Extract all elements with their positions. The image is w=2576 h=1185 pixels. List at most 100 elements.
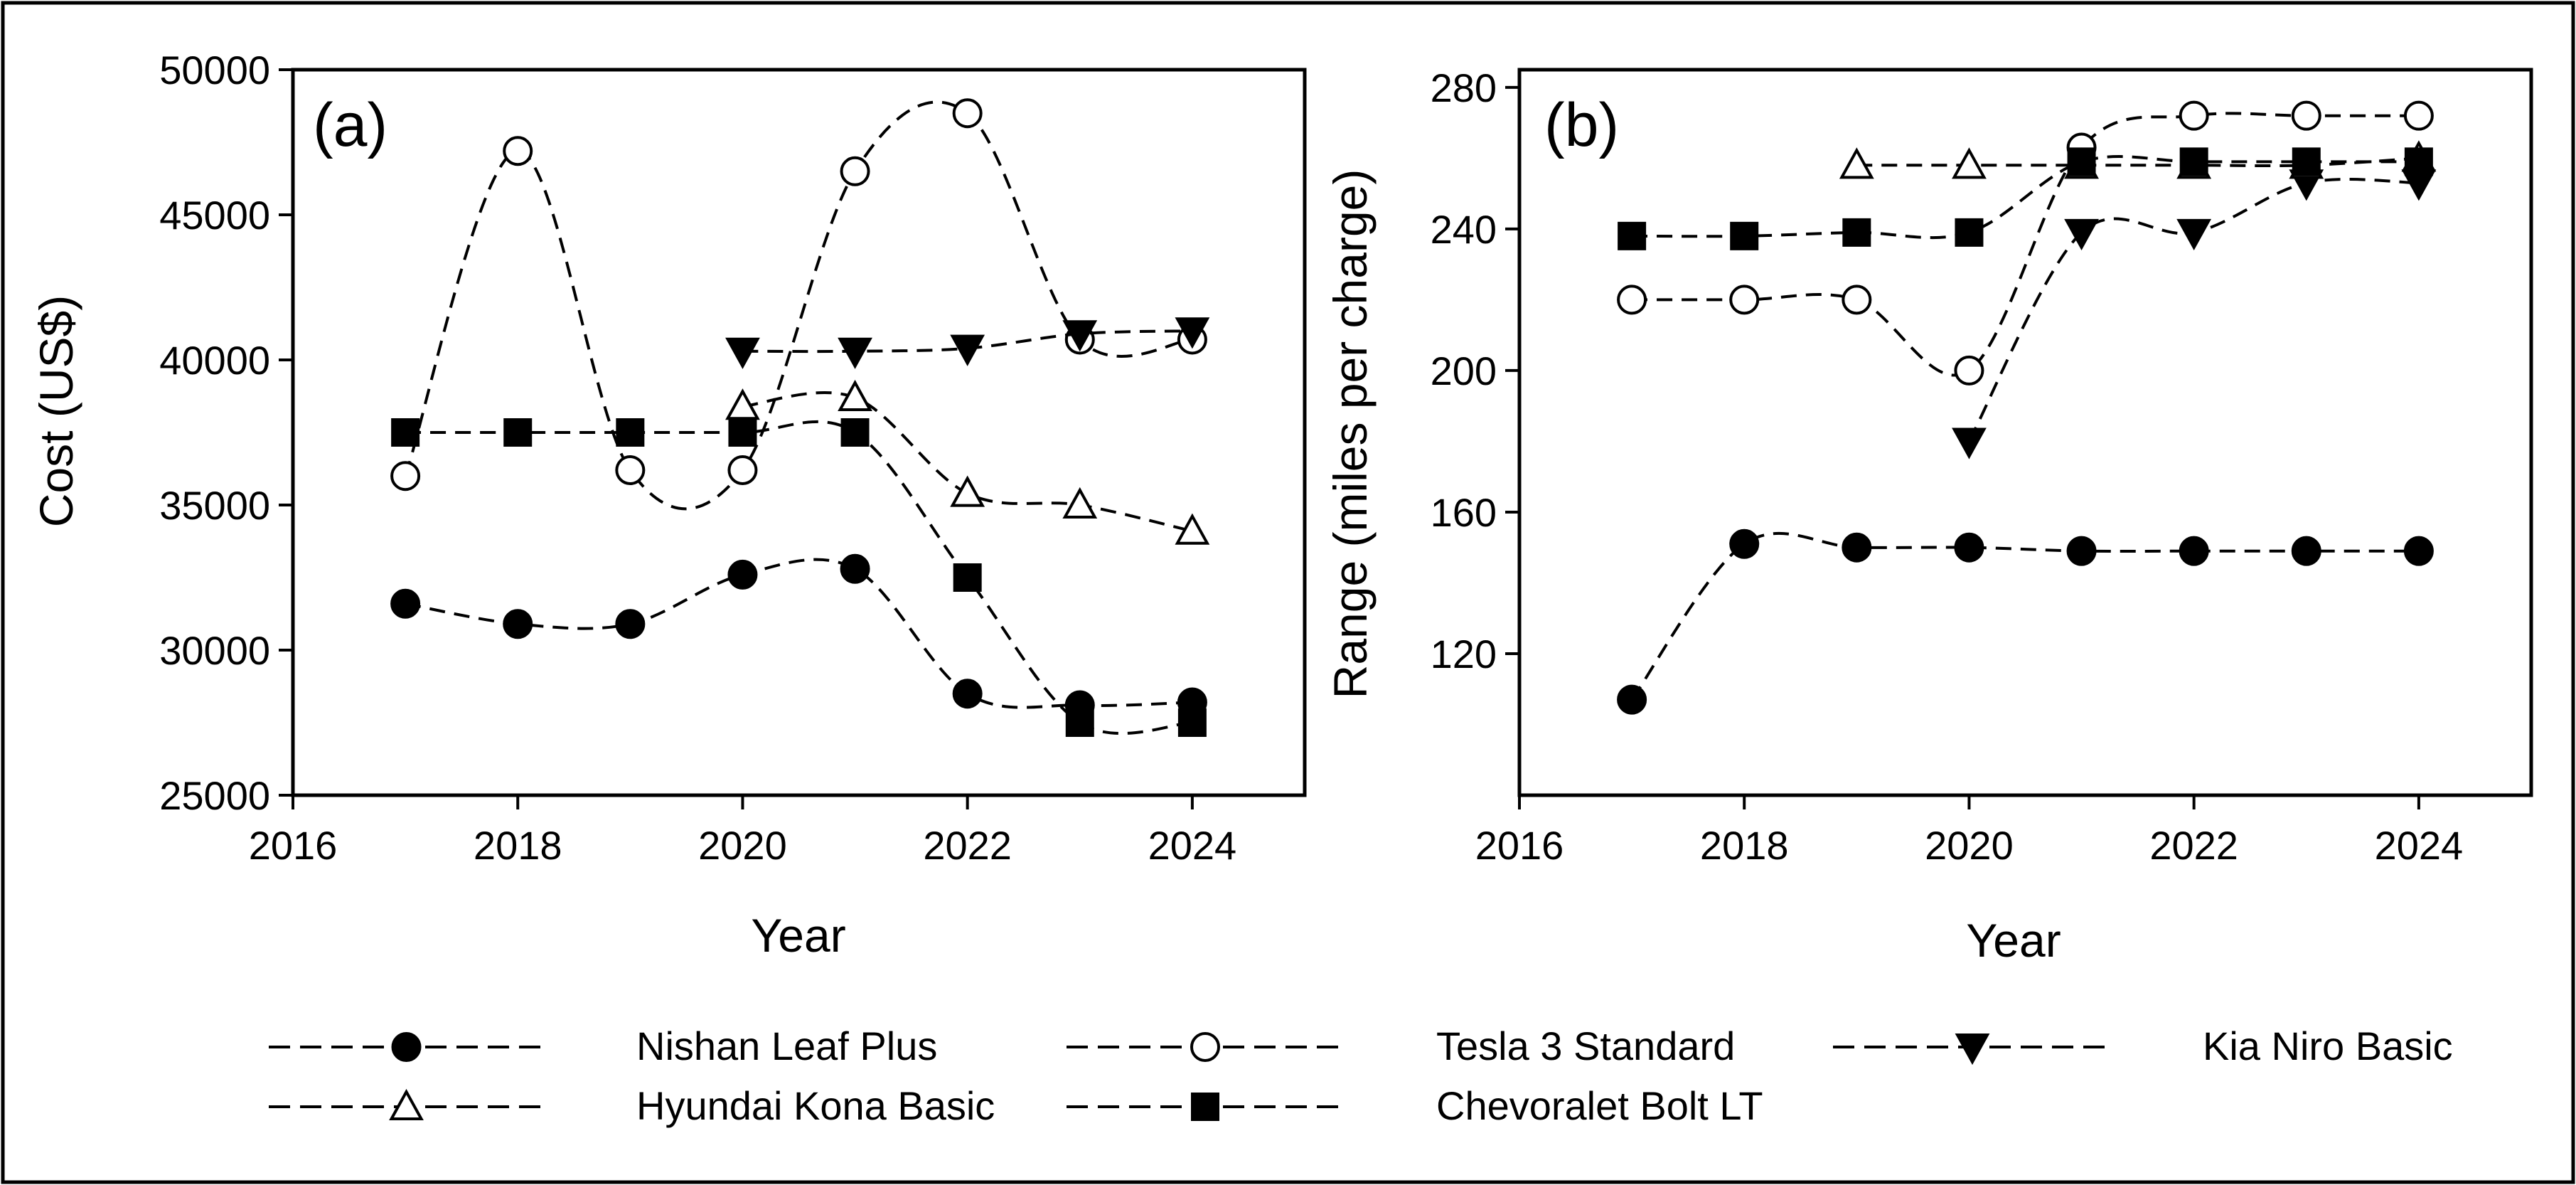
data-point-nishan-leaf-plus bbox=[615, 609, 646, 639]
data-point-hyundai-kona-basic bbox=[1952, 147, 1987, 179]
data-point-hyundai-kona-basic bbox=[838, 379, 872, 412]
data-point-nishan-leaf-plus bbox=[2179, 536, 2209, 566]
data-point-tesla-3-standard bbox=[727, 455, 758, 486]
data-point-chevoralet-bolt-lt bbox=[1842, 218, 1871, 247]
data-point-nishan-leaf-plus bbox=[2066, 536, 2097, 566]
data-point-nishan-leaf-plus bbox=[2403, 536, 2434, 566]
data-point-nishan-leaf-plus bbox=[1617, 684, 1647, 715]
legend-marker bbox=[389, 1088, 424, 1120]
data-point-chevoralet-bolt-lt bbox=[1955, 218, 1984, 247]
x-tick-label: 2024 bbox=[2375, 823, 2464, 868]
data-point-nishan-leaf-plus bbox=[1729, 528, 1760, 559]
series-line-kia-niro-basic bbox=[1967, 178, 2419, 442]
y-tick-label: 30000 bbox=[159, 628, 270, 673]
legend-label-tesla-3-standard: Tesla 3 Standard bbox=[1436, 1024, 1735, 1068]
legend-label-hyundai-kona-basic: Hyundai Kona Basic bbox=[636, 1083, 995, 1128]
legend-label-kia-niro-basic: Kia Niro Basic bbox=[2203, 1024, 2453, 1068]
data-point-chevoralet-bolt-lt bbox=[2292, 147, 2321, 176]
y-tick-label: 40000 bbox=[159, 338, 270, 383]
data-point-tesla-3-standard bbox=[1842, 285, 1872, 315]
data-point-tesla-3-standard bbox=[2403, 100, 2434, 131]
x-tick-label: 2020 bbox=[698, 823, 787, 868]
data-point-kia-niro-basic bbox=[1062, 320, 1098, 352]
data-point-tesla-3-standard bbox=[1729, 285, 1760, 315]
legend-label-chevoralet-bolt-lt: Chevoralet Bolt LT bbox=[1436, 1083, 1763, 1128]
data-point-chevoralet-bolt-lt bbox=[840, 418, 870, 447]
data-point-nishan-leaf-plus bbox=[840, 553, 870, 584]
y-tick-label: 160 bbox=[1431, 490, 1497, 535]
data-point-chevoralet-bolt-lt bbox=[2179, 147, 2208, 176]
x-tick-label: 2022 bbox=[2149, 823, 2238, 868]
x-tick-label: 2016 bbox=[249, 823, 338, 868]
data-point-hyundai-kona-basic bbox=[1839, 147, 1874, 179]
y-tick-label: 200 bbox=[1431, 349, 1497, 393]
data-point-chevoralet-bolt-lt bbox=[503, 418, 533, 447]
y-tick-label: 280 bbox=[1431, 65, 1497, 110]
series-kia-niro-basic bbox=[725, 317, 1210, 369]
series-line-tesla-3-standard bbox=[1632, 112, 2419, 377]
data-point-tesla-3-standard bbox=[615, 455, 646, 486]
panel-b-xlabel: Year bbox=[1966, 914, 2061, 967]
data-point-tesla-3-standard bbox=[503, 136, 533, 166]
legend-marker bbox=[1190, 1032, 1220, 1062]
series-kia-niro-basic bbox=[1952, 169, 2437, 459]
series-chevoralet-bolt-lt bbox=[1618, 147, 2433, 250]
x-tick-label: 2018 bbox=[474, 823, 562, 868]
data-point-tesla-3-standard bbox=[952, 98, 983, 129]
series-line-tesla-3-standard bbox=[404, 100, 1193, 511]
y-tick-label: 25000 bbox=[159, 773, 270, 818]
y-tick-label: 50000 bbox=[159, 48, 270, 92]
x-tick-label: 2024 bbox=[1148, 823, 1237, 868]
data-point-chevoralet-bolt-lt bbox=[953, 563, 982, 592]
legend-sample-nishan-leaf-plus bbox=[269, 1032, 544, 1062]
data-point-chevoralet-bolt-lt bbox=[1177, 708, 1207, 737]
y-tick-label: 35000 bbox=[159, 483, 270, 528]
data-point-nishan-leaf-plus bbox=[1954, 532, 1984, 563]
data-point-chevoralet-bolt-lt bbox=[2067, 147, 2096, 176]
data-point-tesla-3-standard bbox=[2179, 100, 2209, 131]
data-point-nishan-leaf-plus bbox=[503, 609, 533, 639]
legend-marker bbox=[391, 1032, 422, 1062]
data-point-tesla-3-standard bbox=[2291, 100, 2321, 131]
data-point-nishan-leaf-plus bbox=[2291, 536, 2321, 566]
panel-a-xlabel: Year bbox=[751, 909, 845, 962]
data-point-chevoralet-bolt-lt bbox=[1065, 708, 1094, 737]
data-point-kia-niro-basic bbox=[1175, 317, 1210, 349]
data-point-tesla-3-standard bbox=[1954, 355, 1984, 386]
data-point-chevoralet-bolt-lt bbox=[616, 418, 645, 447]
legend: Nishan Leaf Plus Tesla 3 Standard Kia Ni… bbox=[269, 1024, 2453, 1128]
data-point-tesla-3-standard bbox=[390, 461, 421, 491]
data-point-nishan-leaf-plus bbox=[1842, 532, 1872, 563]
data-point-nishan-leaf-plus bbox=[390, 588, 421, 619]
series-line-nishan-leaf-plus bbox=[405, 558, 1192, 709]
data-point-kia-niro-basic bbox=[2176, 218, 2212, 251]
x-tick-label: 2018 bbox=[1700, 823, 1789, 868]
panel-b-label: (b) bbox=[1544, 91, 1619, 159]
data-point-chevoralet-bolt-lt bbox=[1730, 221, 1759, 250]
plot-area-frame bbox=[1517, 68, 2533, 797]
data-point-tesla-3-standard bbox=[840, 156, 870, 186]
data-point-chevoralet-bolt-lt bbox=[391, 418, 420, 447]
data-point-chevoralet-bolt-lt bbox=[1618, 221, 1647, 250]
data-point-kia-niro-basic bbox=[950, 334, 985, 366]
data-point-hyundai-kona-basic bbox=[1175, 513, 1210, 545]
panel-b-range: (b) Year Range (miles per charge) 2016 20… bbox=[1324, 65, 2533, 967]
x-tick-label: 2020 bbox=[1925, 823, 2014, 868]
legend-sample-chevoralet-bolt-lt bbox=[1067, 1093, 1344, 1121]
series-nishan-leaf-plus bbox=[1617, 528, 2434, 715]
panel-b-ylabel: Range (miles per charge) bbox=[1324, 169, 1377, 699]
y-tick-label: 45000 bbox=[159, 193, 270, 238]
panel-a-cost: (a) Year Cost (US$) 2016 2018 2020 2022 2024… bbox=[30, 48, 1307, 962]
data-point-chevoralet-bolt-lt bbox=[2404, 147, 2433, 176]
data-point-chevoralet-bolt-lt bbox=[728, 418, 757, 447]
legend-label-nishan-leaf-plus: Nishan Leaf Plus bbox=[636, 1024, 937, 1068]
y-tick-label: 120 bbox=[1431, 632, 1497, 676]
legend-sample-tesla-3-standard bbox=[1067, 1032, 1344, 1062]
legend-sample-hyundai-kona-basic bbox=[269, 1088, 544, 1120]
series-tesla-3-standard bbox=[1617, 100, 2434, 386]
legend-marker bbox=[1955, 1033, 1990, 1066]
panel-a-label: (a) bbox=[313, 91, 388, 159]
y-tick-label: 240 bbox=[1431, 207, 1497, 252]
legend-sample-kia-niro-basic bbox=[1833, 1033, 2112, 1066]
